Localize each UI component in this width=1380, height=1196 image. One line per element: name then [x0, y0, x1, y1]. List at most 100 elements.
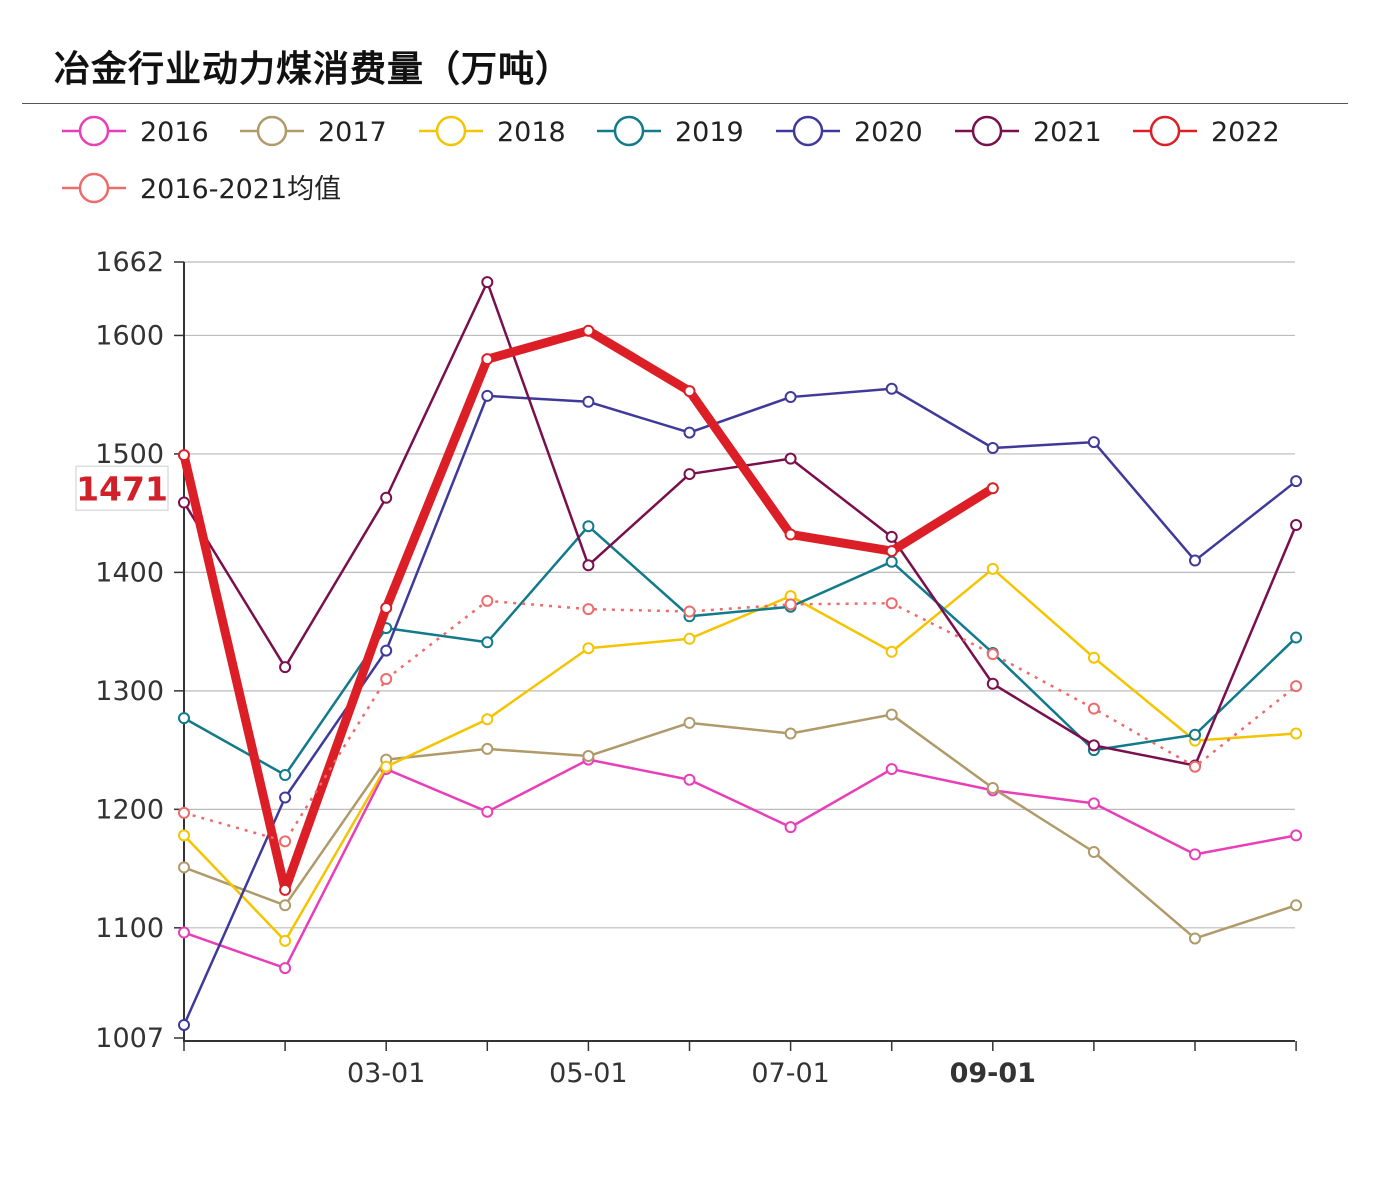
data-point	[683, 468, 696, 481]
title-divider	[22, 103, 1348, 104]
data-point	[481, 276, 494, 289]
data-point	[279, 962, 292, 975]
series-line	[183, 567, 1297, 943]
value-highlight-label: 1471	[76, 469, 168, 508]
data-point	[1290, 680, 1303, 693]
series-2016	[178, 753, 1303, 975]
data-point	[885, 382, 898, 395]
data-point	[683, 605, 696, 618]
data-point	[178, 449, 190, 462]
data-point	[279, 768, 292, 781]
legend-item-2022[interactable]: 2022	[1133, 115, 1280, 148]
data-point	[380, 673, 393, 686]
data-point	[380, 644, 393, 657]
legend-label: 2021	[1033, 117, 1102, 148]
data-point	[986, 442, 999, 455]
data-point	[380, 760, 393, 773]
data-point	[481, 805, 494, 818]
data-point	[481, 713, 494, 726]
data-point	[784, 821, 797, 834]
legend-label: 2018	[497, 117, 566, 148]
data-point	[1189, 932, 1201, 945]
data-point	[582, 520, 595, 533]
data-point	[279, 883, 292, 896]
data-point	[178, 496, 190, 509]
data-point	[1189, 848, 1201, 861]
data-point	[683, 632, 696, 645]
legend-item-2018[interactable]: 2018	[419, 115, 566, 148]
data-point	[481, 353, 494, 366]
series-2019	[178, 520, 1303, 781]
series-line	[183, 713, 1297, 940]
data-point	[683, 385, 696, 398]
data-point	[1290, 519, 1303, 532]
series-line	[182, 280, 1298, 767]
y-tick-label: 1400	[95, 557, 164, 588]
data-point	[582, 559, 595, 572]
y-tick-label: 1200	[95, 794, 164, 825]
data-point	[683, 426, 696, 439]
data-point	[279, 791, 292, 804]
x-tick-label: 03-01	[347, 1058, 425, 1089]
legend-item-2020[interactable]: 2020	[776, 115, 923, 148]
legend-item-2016-2021均值[interactable]: 2016-2021均值	[62, 172, 341, 205]
legend-circle-icon	[256, 115, 288, 147]
data-point	[481, 742, 494, 755]
data-point	[380, 601, 393, 614]
data-point	[582, 642, 595, 655]
chart-title: 冶金行业动力煤消费量（万吨）	[54, 48, 573, 90]
legend-label: 2016	[140, 117, 209, 148]
data-point	[178, 712, 190, 725]
data-point	[986, 482, 999, 495]
data-point	[885, 763, 898, 776]
data-point	[279, 934, 292, 947]
series-2020	[178, 382, 1303, 1031]
legend-item-2019[interactable]: 2019	[597, 115, 744, 148]
legend-item-2021[interactable]: 2021	[955, 115, 1102, 148]
data-point	[178, 926, 190, 939]
data-point	[1290, 899, 1303, 912]
legend-item-2017[interactable]: 2017	[240, 115, 387, 148]
data-point	[885, 645, 898, 658]
legend-circle-icon	[971, 115, 1003, 147]
data-point	[1087, 702, 1100, 715]
y-tick-label: 1500	[95, 439, 164, 470]
data-point	[1290, 727, 1303, 740]
x-tick-label: 09-01	[950, 1058, 1036, 1089]
data-point	[986, 677, 999, 690]
legend-circle-icon	[435, 115, 467, 147]
data-point	[885, 530, 898, 543]
series-line	[183, 599, 1297, 843]
legend-circle-icon	[78, 115, 110, 147]
value-highlight-box	[75, 465, 169, 512]
legend-item-2016[interactable]: 2016	[62, 115, 209, 148]
data-point	[178, 829, 190, 842]
data-point	[481, 636, 494, 649]
data-point	[178, 861, 190, 874]
data-point	[784, 727, 797, 740]
data-point	[683, 716, 696, 729]
data-point	[582, 603, 595, 616]
data-point	[986, 562, 999, 575]
data-point	[279, 899, 292, 912]
data-point	[279, 661, 292, 674]
series-line	[182, 387, 1297, 1026]
data-point	[582, 750, 595, 763]
data-point	[784, 528, 797, 541]
data-point	[380, 491, 393, 504]
x-tick-label: 07-01	[751, 1058, 829, 1089]
data-point	[784, 598, 797, 611]
legend-label: 2017	[318, 117, 387, 148]
y-tick-label: 1600	[95, 320, 164, 351]
data-point	[481, 389, 494, 402]
data-point	[784, 452, 797, 465]
data-point	[1189, 760, 1201, 773]
data-point	[885, 555, 898, 568]
data-point	[1087, 797, 1100, 810]
data-point	[481, 594, 494, 607]
legend-circle-icon	[1149, 115, 1181, 147]
data-point	[1087, 436, 1100, 449]
data-point	[178, 806, 190, 819]
data-point	[582, 324, 595, 337]
y-tick-label: 1007	[95, 1023, 164, 1054]
